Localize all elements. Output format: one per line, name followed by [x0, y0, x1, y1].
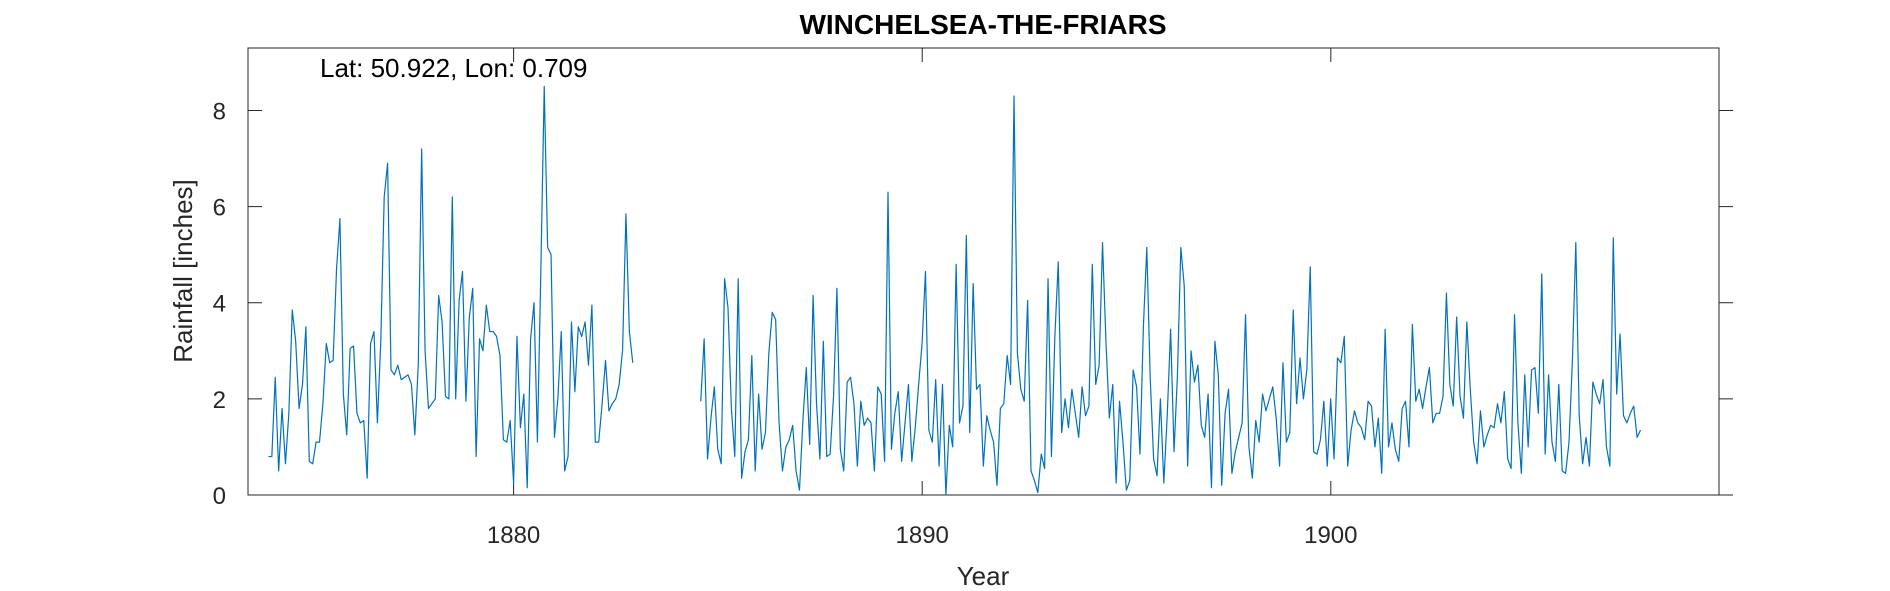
y-tick-label: 8 [213, 98, 226, 125]
chart-title: WINCHELSEA-THE-FRIARS [799, 9, 1166, 40]
y-axis-ticks: 0 2 4 6 8 [213, 98, 1733, 510]
y-axis-label: Rainfall [inches] [168, 179, 198, 363]
x-axis-label: Year [957, 561, 1010, 591]
rainfall-series [268, 85, 1642, 496]
y-tick-label: 4 [213, 291, 226, 318]
y-tick-label: 6 [213, 195, 226, 222]
x-tick-label: 1900 [1304, 522, 1357, 549]
x-tick-label: 1890 [896, 522, 949, 549]
series-line [268, 85, 634, 489]
x-tick-label: 1880 [487, 522, 540, 549]
x-axis-ticks: 1880 1890 1900 [487, 48, 1358, 549]
y-tick-label: 2 [213, 387, 226, 414]
y-tick-label: 0 [213, 483, 226, 510]
plot-area [247, 47, 1720, 496]
series-line [700, 95, 1642, 496]
location-annotation: Lat: 50.922, Lon: 0.709 [320, 53, 587, 83]
